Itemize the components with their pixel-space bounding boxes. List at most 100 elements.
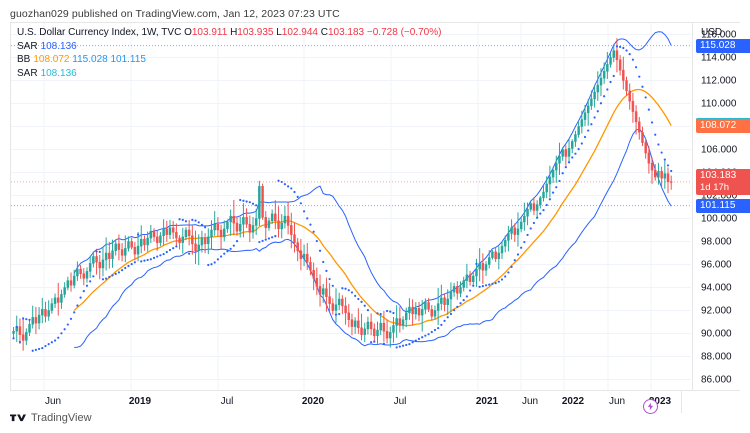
candlestick [251, 225, 255, 233]
candlestick [379, 322, 382, 331]
candlestick [663, 173, 667, 179]
bb-upper-price-pill[interactable]: 115.028 [696, 38, 750, 53]
time-axis-tick: 2020 [301, 396, 325, 407]
candlestick [60, 294, 63, 303]
sar-dot [395, 346, 398, 349]
time-axis-tick: 2022 [561, 396, 585, 407]
candlestick [120, 249, 124, 256]
candlestick [363, 328, 366, 335]
candlestick [238, 224, 242, 232]
sar-dot [666, 164, 670, 167]
candlestick [216, 224, 220, 231]
sar-dot [251, 202, 255, 205]
candlestick [404, 312, 408, 320]
candlestick [341, 298, 344, 307]
sar-dot [670, 169, 673, 173]
candlestick [130, 241, 133, 248]
time-axis[interactable]: Jun 2019 Jul 2020 Jul 2021 Jun 2022 Jun 2023 [10, 390, 740, 413]
sar-dot [516, 253, 520, 256]
candlestick [328, 296, 331, 304]
candlestick [296, 242, 299, 251]
bb-basis-price-pill[interactable]: 108.072 [696, 118, 750, 133]
candlestick [187, 229, 191, 236]
sar-dot [564, 166, 567, 169]
sar-dot [89, 280, 92, 283]
sar-dot [497, 280, 500, 283]
sar-dot [204, 226, 207, 229]
sar-dot [571, 156, 574, 159]
candlestick [82, 273, 86, 279]
sar-dot [389, 310, 392, 313]
sar-dot [446, 316, 449, 319]
sar-dot [599, 102, 603, 105]
price-axis[interactable]: USD 116.000114.000112.000110.000108.0001… [692, 23, 750, 391]
sar-dot [587, 129, 590, 132]
candlestick [385, 330, 389, 339]
candlestick [85, 271, 89, 279]
sar-dot [194, 219, 197, 222]
lightning-bolt-icon[interactable] [643, 399, 658, 414]
sar-dot [271, 236, 274, 239]
candlestick [165, 228, 169, 235]
sar-dot [108, 275, 111, 279]
sar-dot [577, 148, 580, 151]
sar-dot [306, 217, 309, 220]
sar-dot [555, 186, 558, 189]
price-axis-tick: 102.000 [701, 190, 738, 201]
candlestick [494, 251, 497, 260]
sar-dot [114, 272, 117, 275]
candlestick [516, 228, 520, 235]
sar-dot [574, 152, 577, 155]
sar-dot [12, 337, 15, 340]
candlestick [650, 163, 654, 171]
sar-dot [60, 332, 63, 335]
candlestick [389, 332, 392, 339]
candlestick [114, 243, 117, 251]
tradingview-logo-icon [10, 414, 26, 421]
price-axis-tick: 96.000 [701, 259, 732, 270]
sar-dot [631, 58, 634, 61]
candlestick [535, 204, 539, 211]
sar-dot [583, 135, 587, 139]
sar-dot [405, 343, 408, 347]
candlestick [306, 253, 309, 263]
sar-dot [242, 199, 245, 202]
candlestick [191, 235, 194, 245]
sar-dot [31, 349, 34, 352]
candlestick [28, 324, 31, 333]
sar-dot [57, 336, 60, 339]
sar-dot [341, 287, 344, 290]
candlestick [366, 321, 370, 330]
sar-dot [34, 348, 38, 351]
sar-dot [188, 252, 191, 255]
candlestick [229, 215, 232, 223]
sar-dot [318, 249, 322, 252]
candlestick [596, 84, 600, 93]
sar-dot [239, 198, 242, 202]
candlestick [392, 325, 395, 333]
candlestick [258, 186, 261, 219]
candlestick [433, 310, 437, 317]
chart-plot-area[interactable] [11, 23, 691, 391]
sar-dot [650, 121, 654, 124]
bb-lower-price-pill[interactable]: 101.115 [696, 198, 750, 213]
candlestick [41, 309, 44, 316]
sar-dot [647, 108, 650, 111]
candlestick [47, 310, 50, 317]
candlestick [159, 235, 162, 243]
sar-dot [414, 339, 417, 342]
candlestick [586, 105, 590, 113]
sar-dot [398, 345, 401, 348]
sar-dot [101, 278, 105, 281]
candlestick [612, 50, 615, 58]
candlestick [69, 280, 73, 286]
sar-dot [379, 312, 382, 316]
sar-dot [178, 218, 181, 221]
candlestick [50, 303, 54, 311]
sar-dot [408, 343, 411, 346]
sar-dot [338, 312, 341, 316]
sar-dot [79, 296, 82, 299]
last-price-pill[interactable]: 103.183 1d 17h [696, 168, 750, 195]
sar-dot [172, 247, 175, 250]
sar-dot [536, 216, 539, 219]
